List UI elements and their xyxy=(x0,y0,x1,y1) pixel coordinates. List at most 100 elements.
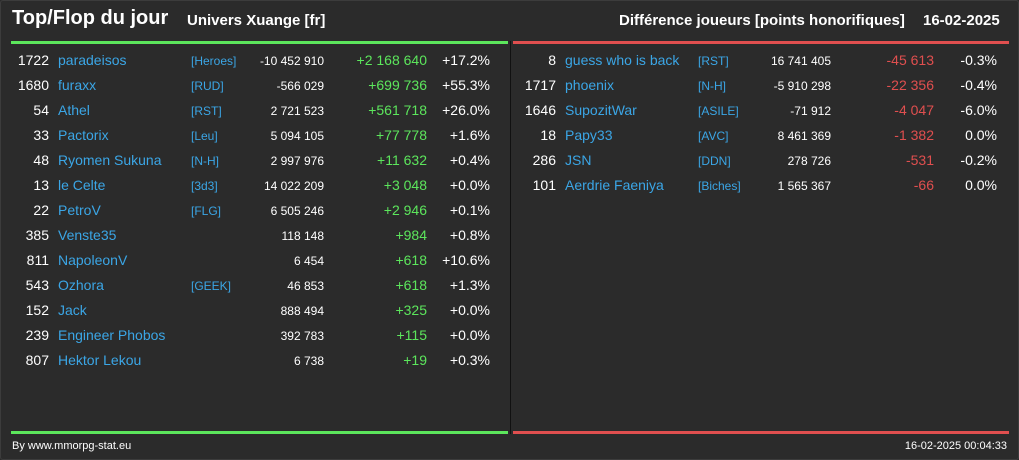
player-name-link[interactable]: Ozhora xyxy=(58,277,104,293)
player-name-link[interactable]: paradeisos xyxy=(58,52,127,68)
alliance-tag-link[interactable]: [RST] xyxy=(191,104,222,118)
percent-change: +0.0% xyxy=(449,177,490,193)
alliance-tag-link[interactable]: [ASILE] xyxy=(698,104,739,118)
alliance-tag-link[interactable]: [Heroes] xyxy=(191,54,237,68)
table-row: 811 NapoleonV 6 454 +618 +10.6% xyxy=(1,248,498,273)
player-points: -5 910 298 xyxy=(773,79,831,93)
player-name-link[interactable]: Papy33 xyxy=(565,127,613,143)
table-row: 54 Athel [RST] 2 721 523 +561 718 +26.0% xyxy=(1,98,498,123)
player-name-link[interactable]: Athel xyxy=(58,102,90,118)
points-difference: -22 356 xyxy=(886,77,934,93)
player-rank: 33 xyxy=(33,127,49,143)
points-difference: +699 736 xyxy=(368,77,427,93)
points-difference: -531 xyxy=(905,152,934,168)
alliance-tag-link[interactable]: [DDN] xyxy=(698,154,731,168)
alliance-tag-link[interactable]: [Biches] xyxy=(698,179,741,193)
player-rank: 18 xyxy=(540,127,556,143)
table-row: 1717 phoenix [N-H] -5 910 298 -22 356 -0.4% xyxy=(508,73,1005,98)
player-rank: 239 xyxy=(25,327,49,343)
player-points: 6 454 xyxy=(293,254,324,268)
points-difference: -66 xyxy=(913,177,934,193)
alliance-tag-link[interactable]: [N-H] xyxy=(191,154,219,168)
metric-label: Différence joueurs [points honorifiques] xyxy=(619,12,905,29)
table-row: 13 le Celte [3d3] 14 022 209 +3 048 +0.0% xyxy=(1,173,498,198)
player-rank: 807 xyxy=(25,352,49,368)
percent-change: -0.2% xyxy=(960,152,997,168)
player-points: 46 853 xyxy=(287,279,324,293)
points-difference: +2 946 xyxy=(383,202,427,218)
player-points: -10 452 910 xyxy=(259,54,324,68)
table-row: 1646 SupozitWar [ASILE] -71 912 -4 047 -6.0% xyxy=(508,98,1005,123)
table-row: 8 guess who is back [RST] 16 741 405 -45 613… xyxy=(508,48,1005,73)
table-row: 18 Papy33 [AVC] 8 461 369 -1 382 0.0% xyxy=(508,123,1005,148)
table-row: 807 Hektor Lekou 6 738 +19 +0.3% xyxy=(1,348,498,373)
alliance-tag-link[interactable]: [AVC] xyxy=(698,129,729,143)
player-name-link[interactable]: JSN xyxy=(565,152,592,168)
table-row: 48 Ryomen Sukuna [N-H] 2 997 976 +11 632 +0.4… xyxy=(1,148,498,173)
alliance-tag-link[interactable]: [FLG] xyxy=(191,204,222,218)
table-row: 1722 paradeisos [Heroes] -10 452 910 +2 168 … xyxy=(1,48,498,73)
table-row: 385 Venste35 118 148 +984 +0.8% xyxy=(1,223,498,248)
player-name-link[interactable]: Venste35 xyxy=(58,227,117,243)
alliance-tag-link[interactable]: [Leu] xyxy=(191,129,218,143)
page-title: Top/Flop du jour xyxy=(12,7,169,29)
player-name-link[interactable]: guess who is back xyxy=(565,52,680,68)
player-rank: 13 xyxy=(33,177,49,193)
player-name-link[interactable]: phoenix xyxy=(565,77,615,93)
player-rank: 54 xyxy=(33,102,49,118)
table-row: 286 JSN [DDN] 278 726 -531 -0.2% xyxy=(508,148,1005,173)
points-difference: +618 xyxy=(395,277,427,293)
points-difference: +2 168 640 xyxy=(356,52,427,68)
header: Top/Flop du jour Univers Xuange [fr] Dif… xyxy=(1,1,1019,41)
alliance-tag-link[interactable]: [RUD] xyxy=(191,79,224,93)
date-label: 16-02-2025 xyxy=(923,12,1000,29)
player-name-link[interactable]: NapoleonV xyxy=(58,252,128,268)
player-name-link[interactable]: furaxx xyxy=(58,77,97,93)
table-row: 22 PetroV [FLG] 6 505 246 +2 946 +0.1% xyxy=(1,198,498,223)
player-rank: 385 xyxy=(25,227,49,243)
player-points: 16 741 405 xyxy=(770,54,831,68)
flop-section-bar xyxy=(513,41,1009,44)
alliance-tag-link[interactable]: [3d3] xyxy=(191,179,218,193)
player-name-link[interactable]: Pactorix xyxy=(58,127,109,143)
points-difference: -1 382 xyxy=(894,127,934,143)
player-rank: 1646 xyxy=(524,102,556,118)
player-name-link[interactable]: le Celte xyxy=(58,177,106,193)
player-rank: 101 xyxy=(532,177,556,193)
points-difference: +77 778 xyxy=(376,127,427,143)
universe-label: Univers Xuange [fr] xyxy=(187,12,326,29)
player-rank: 1680 xyxy=(17,77,49,93)
player-name-link[interactable]: PetroV xyxy=(58,202,101,218)
percent-change: +0.1% xyxy=(449,202,490,218)
player-name-link[interactable]: Engineer Phobos xyxy=(58,327,166,343)
player-rank: 48 xyxy=(33,152,49,168)
percent-change: +17.2% xyxy=(442,52,490,68)
percent-change: 0.0% xyxy=(965,177,997,193)
table-row: 101 Aerdrie Faeniya [Biches] 1 565 367 -66 0.… xyxy=(508,173,1005,198)
column-divider xyxy=(510,41,511,434)
player-points: 6 738 xyxy=(293,354,324,368)
points-difference: -45 613 xyxy=(886,52,934,68)
player-rank: 286 xyxy=(532,152,556,168)
footer-timestamp: 16-02-2025 00:04:33 xyxy=(904,440,1007,452)
percent-change: +10.6% xyxy=(442,252,490,268)
percent-change: +0.0% xyxy=(449,327,490,343)
percent-change: -6.0% xyxy=(960,102,997,118)
player-name-link[interactable]: Aerdrie Faeniya xyxy=(565,177,664,193)
player-name-link[interactable]: Hektor Lekou xyxy=(58,352,142,368)
top-section-bar xyxy=(11,41,508,44)
player-rank: 1717 xyxy=(524,77,556,93)
alliance-tag-link[interactable]: [GEEK] xyxy=(191,279,232,293)
percent-change: +0.8% xyxy=(449,227,490,243)
player-name-link[interactable]: SupozitWar xyxy=(565,102,637,118)
table-row: 239 Engineer Phobos 392 783 +115 +0.0% xyxy=(1,323,498,348)
player-name-link[interactable]: Ryomen Sukuna xyxy=(58,152,162,168)
alliance-tag-link[interactable]: [RST] xyxy=(698,54,729,68)
percent-change: +0.3% xyxy=(449,352,490,368)
points-difference: +618 xyxy=(395,252,427,268)
player-rank: 22 xyxy=(33,202,49,218)
points-difference: +561 718 xyxy=(368,102,427,118)
alliance-tag-link[interactable]: [N-H] xyxy=(698,79,726,93)
player-name-link[interactable]: Jack xyxy=(58,302,87,318)
